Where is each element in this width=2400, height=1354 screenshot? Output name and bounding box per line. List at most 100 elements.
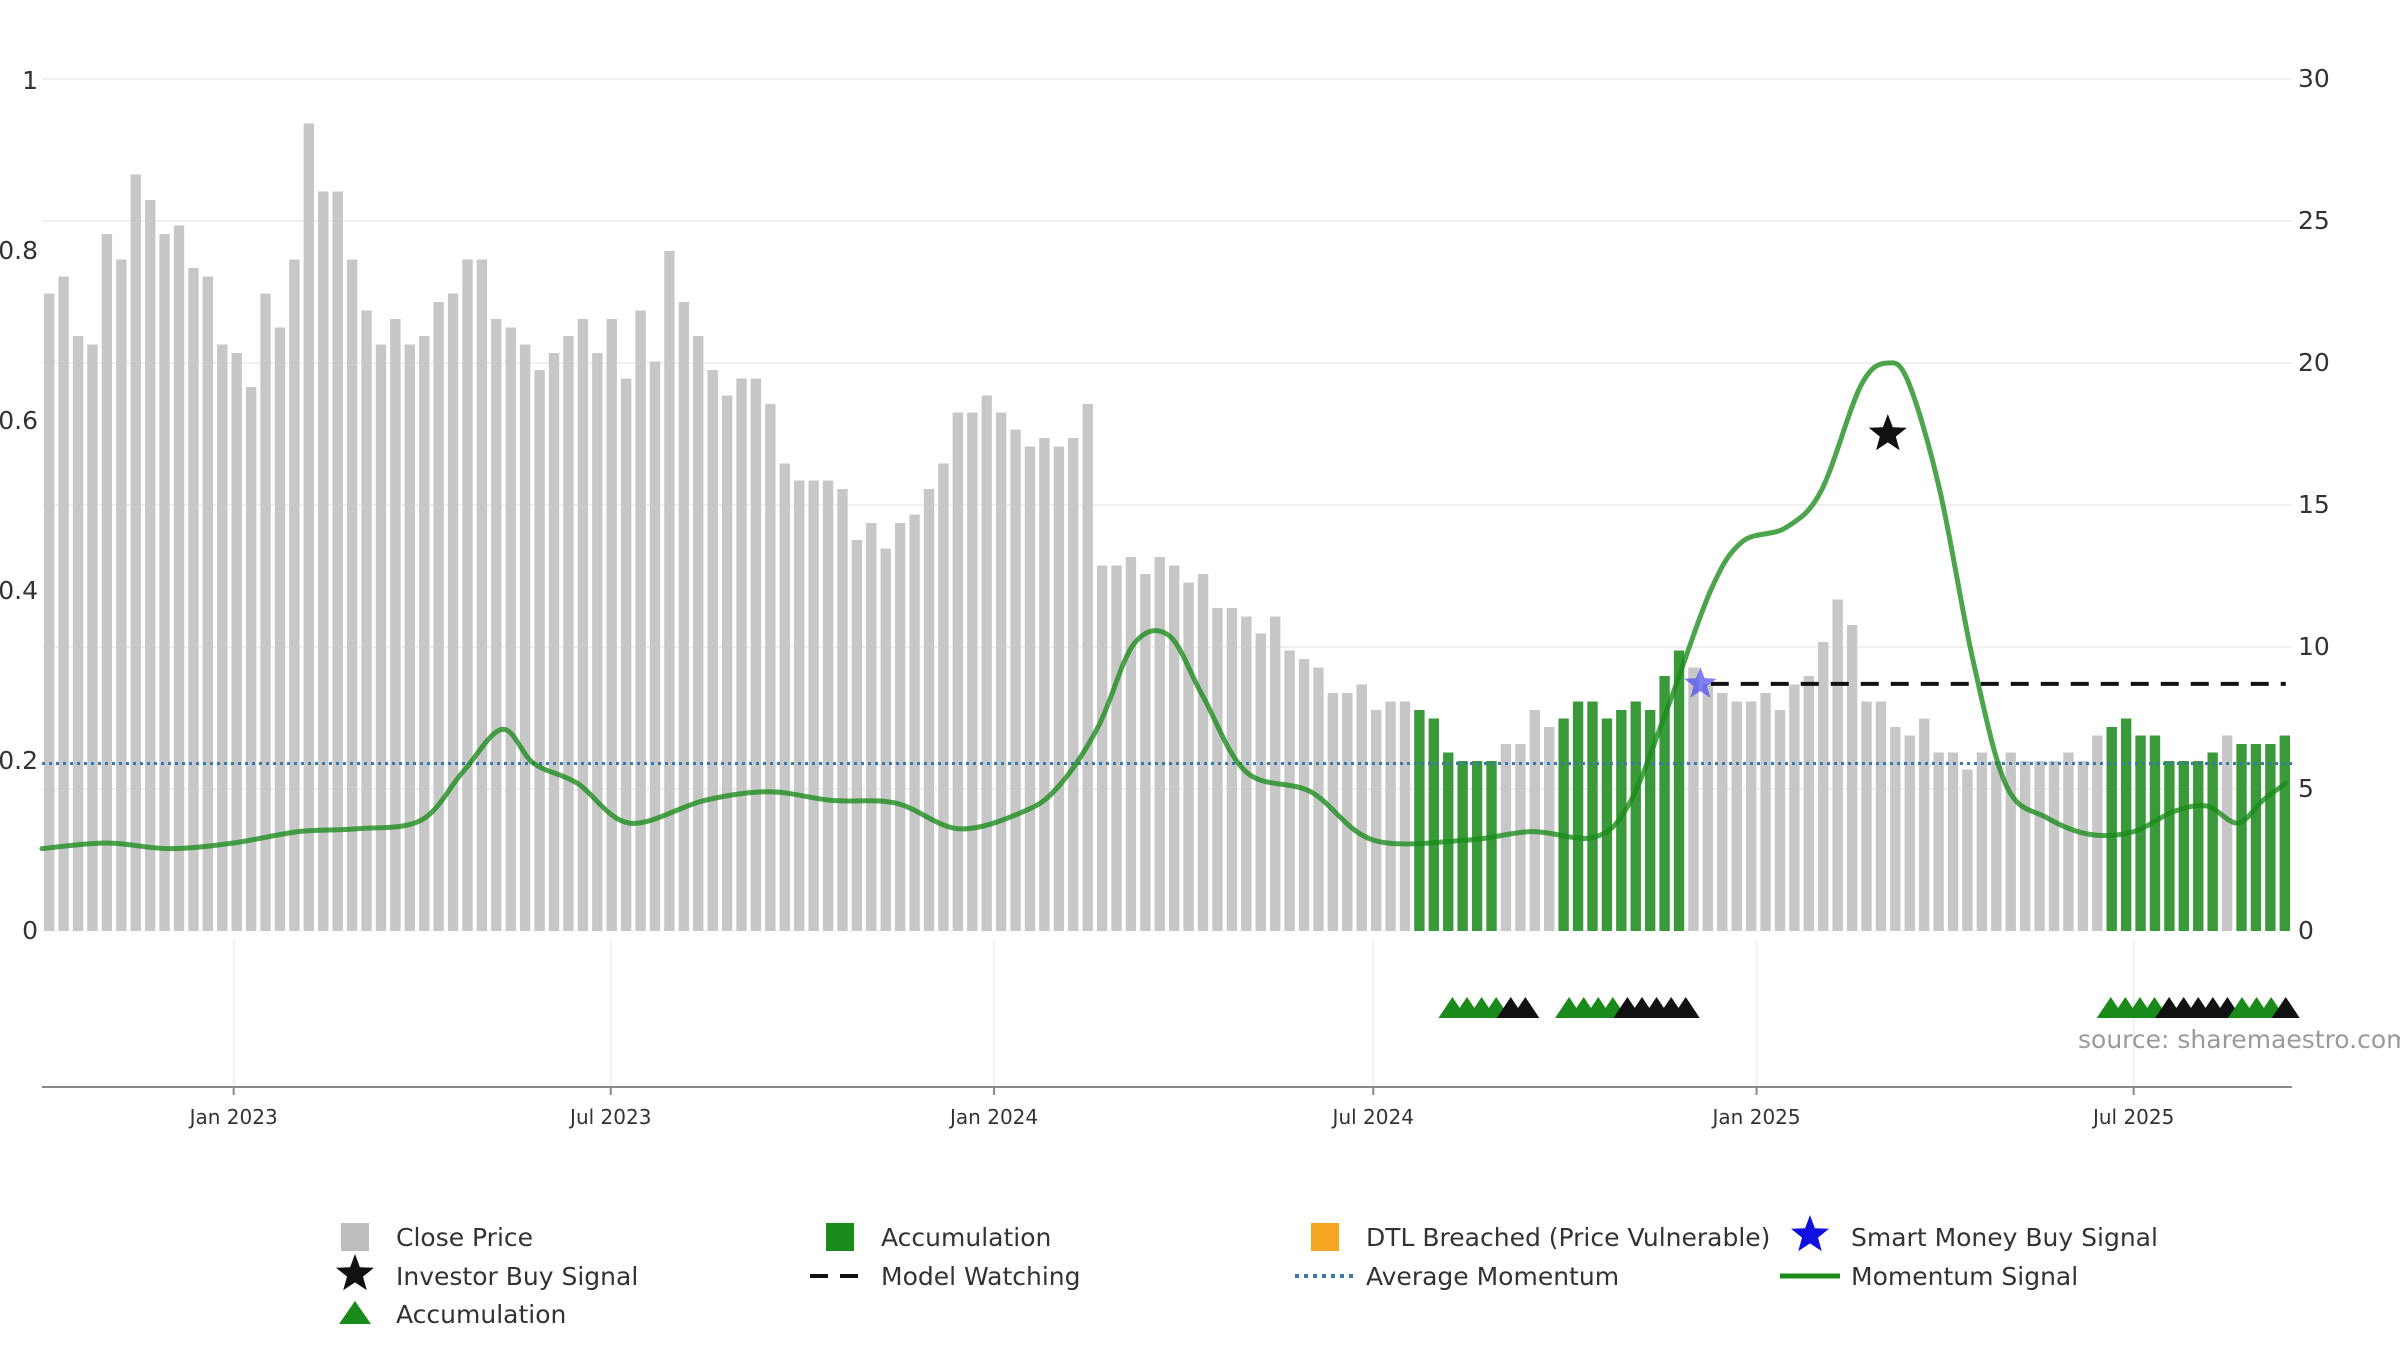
close-price-bar xyxy=(851,540,863,931)
close-price-bar xyxy=(318,191,329,931)
close-price-bar xyxy=(303,123,315,931)
close-price-bar xyxy=(491,319,502,931)
left-axis-tick-label: 0 xyxy=(22,916,38,945)
close-price-bar xyxy=(981,395,992,931)
accumulation-bar xyxy=(1601,718,1613,931)
close-price-bar xyxy=(332,191,343,931)
close-price-bar xyxy=(58,276,69,931)
close-price-bar xyxy=(1976,752,1988,931)
close-price-bar xyxy=(1125,557,1137,931)
close-price-bar xyxy=(404,344,415,931)
legend-star-icon xyxy=(1791,1215,1829,1252)
close-price-bar xyxy=(1904,735,1915,931)
close-price-bar xyxy=(909,514,920,931)
close-price-bar xyxy=(534,370,545,931)
close-price-bar xyxy=(822,480,834,931)
close-price-bar xyxy=(736,378,747,931)
legend-label: Investor Buy Signal xyxy=(396,1262,638,1291)
close-price-bar xyxy=(231,353,242,931)
close-price-bar xyxy=(779,463,790,931)
close-price-bar xyxy=(1544,727,1555,931)
close-price-bar xyxy=(923,489,935,931)
close-price-bar xyxy=(1515,744,1526,931)
signal-markers xyxy=(1438,414,2300,1018)
legend-item: Model Watching xyxy=(810,1262,1081,1291)
close-price-bar xyxy=(1370,710,1382,931)
close-price-bar xyxy=(837,489,848,931)
close-price-bar xyxy=(390,319,401,931)
legend-item: Average Momentum xyxy=(1295,1262,1619,1291)
legend-label: Accumulation xyxy=(396,1300,566,1329)
accumulation-triangle-black xyxy=(1671,997,1700,1018)
close-price-bar xyxy=(1789,684,1800,931)
close-price-bar xyxy=(1342,693,1353,931)
accumulation-bar xyxy=(1673,650,1685,931)
close-price-bar xyxy=(664,251,675,931)
close-price-bar xyxy=(116,259,127,931)
close-price-bar xyxy=(1818,642,1829,931)
close-price-bar xyxy=(2034,761,2045,931)
close-price-bar xyxy=(346,259,358,931)
accumulation-bar xyxy=(2149,735,2161,931)
legend-square-icon xyxy=(341,1223,369,1251)
close-price-bar xyxy=(1169,565,1180,931)
accumulation-bar xyxy=(1414,710,1425,931)
close-price-bar xyxy=(794,480,805,931)
close-price-bar xyxy=(1702,684,1714,931)
close-price-bar xyxy=(1890,727,1901,931)
left-axis-tick-label: 1 xyxy=(22,66,38,95)
legend-item: Investor Buy Signal xyxy=(336,1254,638,1291)
accumulation-bar xyxy=(2178,761,2190,931)
close-price-bar xyxy=(260,293,271,931)
close-price-bar xyxy=(1284,650,1295,931)
close-price-bar xyxy=(44,293,55,931)
legend-item: Smart Money Buy Signal xyxy=(1791,1215,2158,1252)
close-price-bar xyxy=(866,523,877,931)
close-price-bar xyxy=(1197,574,1209,931)
close-price-bar xyxy=(952,412,964,931)
accumulation-bar xyxy=(2279,735,2290,931)
signal-lines xyxy=(39,360,2292,852)
close-price-bar xyxy=(765,404,776,931)
close-price-bar xyxy=(202,276,214,931)
close-price-bar xyxy=(87,344,98,931)
right-axis-tick-label: 25 xyxy=(2298,206,2330,235)
close-price-bar xyxy=(1082,404,1093,931)
close-price-bar xyxy=(1962,769,1973,931)
close-price-bar xyxy=(606,319,617,931)
close-price-bar xyxy=(2077,761,2089,931)
source-note: source: sharemaestro.com xyxy=(2078,1025,2400,1054)
close-price-bar xyxy=(750,378,762,931)
close-price-bar xyxy=(1500,744,1512,931)
close-price-bar xyxy=(419,336,430,931)
accumulation-bar xyxy=(1471,761,1483,931)
legend-square-icon xyxy=(826,1223,854,1251)
legend-triangle-icon xyxy=(339,1301,371,1324)
legend-item: Close Price xyxy=(341,1223,533,1252)
close-price-bar xyxy=(433,302,444,931)
close-price-bar xyxy=(1024,446,1036,931)
accumulation-bar xyxy=(2135,735,2146,931)
left-axis-tick-label: 0.8 xyxy=(0,236,38,265)
close-price-bar xyxy=(245,387,257,931)
smart-money-buy-signal-star xyxy=(1684,666,1717,698)
close-price-bar xyxy=(2063,752,2074,931)
accumulation-bar xyxy=(2120,718,2132,931)
close-price-bar xyxy=(592,353,603,931)
accumulation-bar xyxy=(2265,744,2276,931)
close-price-bar xyxy=(130,174,141,931)
close-price-bar xyxy=(2019,761,2031,931)
close-price-bar xyxy=(1745,701,1757,931)
close-price-bar xyxy=(462,259,473,931)
close-price-bar xyxy=(1688,667,1699,931)
accumulation-bar xyxy=(1486,761,1497,931)
close-price-bar xyxy=(563,336,574,931)
close-price-bar xyxy=(1774,710,1786,931)
close-price-bar xyxy=(2048,761,2060,931)
left-axis-tick-label: 0.4 xyxy=(0,576,38,605)
close-price-bar xyxy=(1875,701,1887,931)
close-price-bar xyxy=(1991,761,2002,931)
x-axis-tick-label: Jul 2025 xyxy=(2091,1105,2174,1129)
close-price-bar xyxy=(1212,608,1223,931)
